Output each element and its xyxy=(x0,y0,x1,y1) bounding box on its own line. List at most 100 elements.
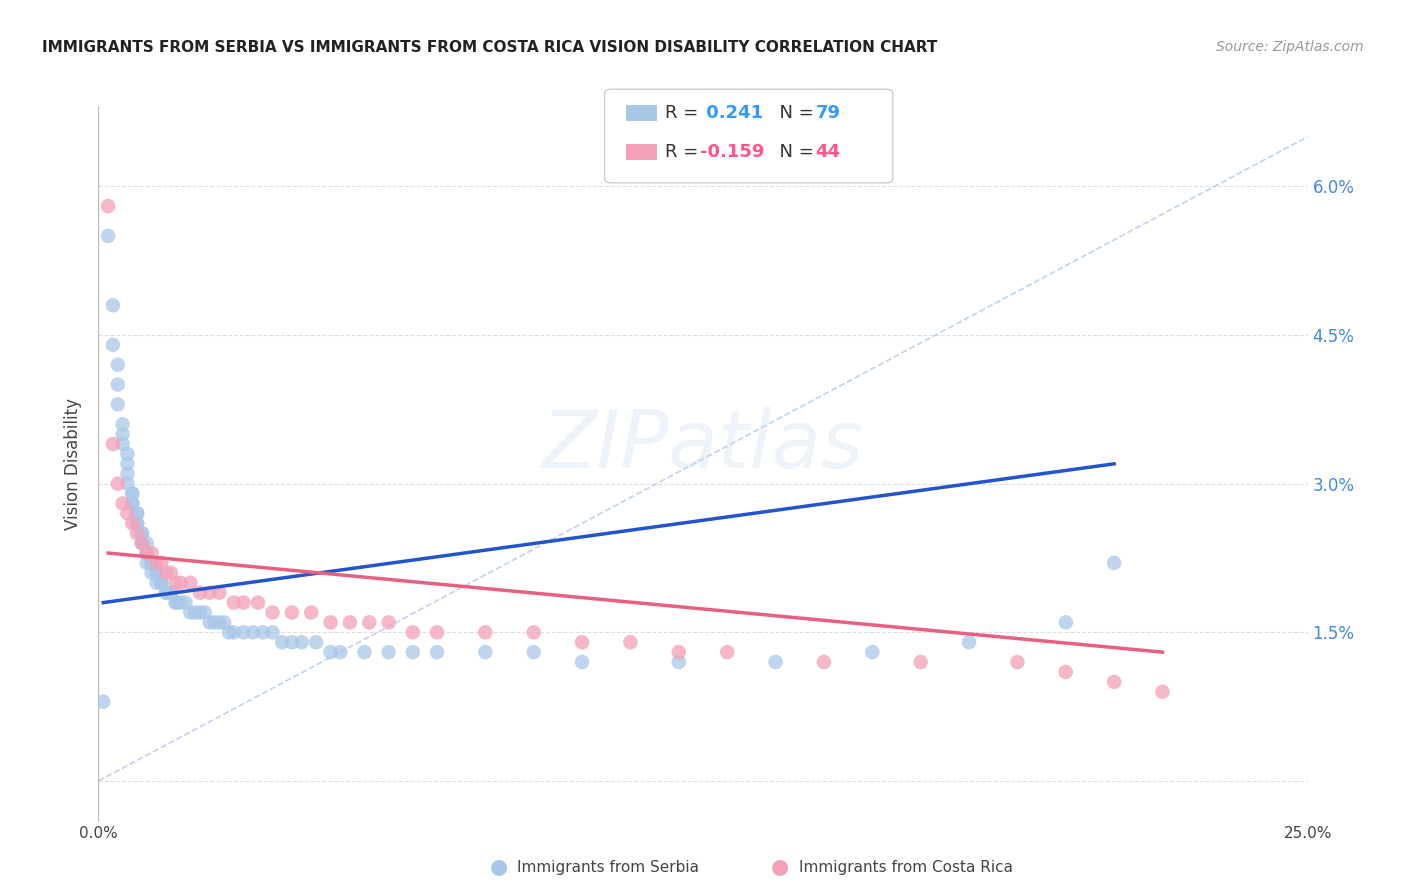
Point xyxy=(101,437,124,451)
Text: Immigrants from Serbia: Immigrants from Serbia xyxy=(517,860,699,874)
Point xyxy=(208,615,231,630)
Point xyxy=(813,655,835,669)
Point xyxy=(121,496,143,510)
Point xyxy=(150,575,173,590)
Point xyxy=(262,625,284,640)
Point xyxy=(319,615,342,630)
Point xyxy=(619,635,641,649)
Point xyxy=(523,625,546,640)
Point xyxy=(145,575,167,590)
Point xyxy=(242,625,264,640)
Point xyxy=(252,625,274,640)
Point xyxy=(97,199,120,213)
Point xyxy=(426,625,449,640)
Text: 79: 79 xyxy=(815,104,841,122)
Point xyxy=(169,596,191,610)
Point xyxy=(271,635,294,649)
Point xyxy=(1007,655,1029,669)
Point xyxy=(188,585,211,599)
Point xyxy=(1102,674,1125,689)
Point xyxy=(184,606,207,620)
Text: ZIPatlas: ZIPatlas xyxy=(541,407,865,485)
Text: ●: ● xyxy=(772,857,789,877)
Point xyxy=(165,596,187,610)
Point xyxy=(198,615,221,630)
Point xyxy=(179,606,201,620)
Point xyxy=(329,645,352,659)
Point xyxy=(668,655,690,669)
Point xyxy=(247,596,270,610)
Point xyxy=(127,507,149,521)
Point xyxy=(127,516,149,531)
Point xyxy=(117,447,139,461)
Point xyxy=(222,596,245,610)
Point xyxy=(281,635,304,649)
Point xyxy=(131,536,153,550)
Point xyxy=(571,635,593,649)
Point xyxy=(150,575,173,590)
Point xyxy=(232,625,254,640)
Text: 0.241: 0.241 xyxy=(700,104,763,122)
Point xyxy=(127,516,149,531)
Point xyxy=(141,546,163,560)
Point xyxy=(117,457,139,471)
Point xyxy=(353,645,375,659)
Point xyxy=(141,566,163,580)
Point xyxy=(198,585,221,599)
Point xyxy=(426,645,449,659)
Point xyxy=(910,655,932,669)
Point xyxy=(111,437,134,451)
Point xyxy=(131,536,153,550)
Point xyxy=(107,358,129,372)
Text: Source: ZipAtlas.com: Source: ZipAtlas.com xyxy=(1216,40,1364,54)
Point xyxy=(212,615,235,630)
Point xyxy=(860,645,883,659)
Point xyxy=(141,556,163,570)
Point xyxy=(111,496,134,510)
Point xyxy=(174,596,197,610)
Point xyxy=(135,536,157,550)
Point xyxy=(377,645,399,659)
Point xyxy=(141,556,163,570)
Point xyxy=(668,645,690,659)
Point xyxy=(165,575,187,590)
Point xyxy=(121,486,143,500)
Text: 44: 44 xyxy=(815,143,841,161)
Point xyxy=(165,596,187,610)
Point xyxy=(135,556,157,570)
Point xyxy=(135,546,157,560)
Point xyxy=(111,417,134,432)
Point xyxy=(131,526,153,541)
Point xyxy=(145,556,167,570)
Point xyxy=(305,635,328,649)
Point xyxy=(232,596,254,610)
Point xyxy=(1054,665,1077,679)
Point xyxy=(121,486,143,500)
Point xyxy=(107,377,129,392)
Point xyxy=(474,645,496,659)
Point xyxy=(127,526,149,541)
Point xyxy=(131,526,153,541)
Text: R =: R = xyxy=(665,104,704,122)
Point xyxy=(188,606,211,620)
Point xyxy=(402,645,425,659)
Point xyxy=(339,615,361,630)
Point xyxy=(135,546,157,560)
Point xyxy=(299,606,322,620)
Y-axis label: Vision Disability: Vision Disability xyxy=(65,398,83,530)
Point xyxy=(160,566,183,580)
Point xyxy=(91,695,114,709)
Point xyxy=(127,507,149,521)
Point xyxy=(117,507,139,521)
Text: N =: N = xyxy=(768,143,820,161)
Point xyxy=(117,467,139,481)
Point xyxy=(131,536,153,550)
Point xyxy=(160,585,183,599)
Point xyxy=(319,645,342,659)
Point xyxy=(765,655,787,669)
Point xyxy=(474,625,496,640)
Text: R =: R = xyxy=(665,143,704,161)
Point xyxy=(290,635,312,649)
Point xyxy=(145,566,167,580)
Point xyxy=(121,516,143,531)
